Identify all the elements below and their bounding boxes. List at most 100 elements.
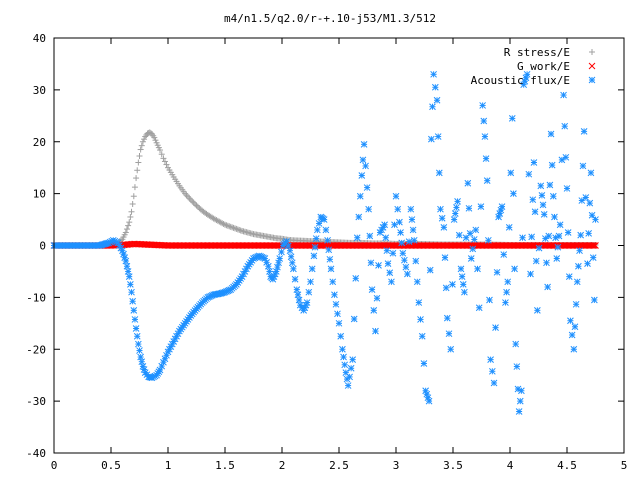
legend-marker xyxy=(589,49,595,55)
y-tick-label: 20 xyxy=(33,136,46,149)
data-point xyxy=(519,234,526,242)
data-point xyxy=(418,332,426,340)
data-point xyxy=(484,236,492,244)
data-point xyxy=(129,297,137,305)
data-point xyxy=(231,225,238,232)
data-point xyxy=(404,270,411,278)
data-point xyxy=(498,203,506,210)
data-point xyxy=(327,265,335,273)
data-point xyxy=(152,137,159,144)
data-point xyxy=(130,193,137,200)
data-point xyxy=(347,364,355,372)
data-point xyxy=(320,216,328,223)
data-point xyxy=(365,205,372,213)
data-point xyxy=(312,235,320,242)
data-point xyxy=(272,268,280,275)
data-point xyxy=(508,115,516,122)
data-point xyxy=(582,194,590,201)
data-point xyxy=(464,179,472,187)
data-point xyxy=(295,296,303,304)
data-point xyxy=(394,205,402,213)
data-point xyxy=(274,263,281,271)
data-point xyxy=(532,257,540,265)
data-point xyxy=(237,227,244,234)
data-point xyxy=(125,273,133,280)
data-point xyxy=(483,177,491,185)
data-point xyxy=(311,243,319,251)
data-point xyxy=(516,397,524,405)
x-tick-label: 0.5 xyxy=(101,459,121,472)
data-point xyxy=(389,249,397,257)
data-point xyxy=(183,192,190,199)
data-point xyxy=(384,260,392,268)
data-point xyxy=(577,231,585,239)
data-point xyxy=(543,259,550,267)
data-point xyxy=(133,332,141,340)
data-point xyxy=(287,253,295,261)
plot-area xyxy=(50,70,599,415)
data-point xyxy=(131,184,138,191)
data-point xyxy=(127,281,134,288)
data-point xyxy=(410,236,418,244)
data-point xyxy=(126,219,133,226)
data-point xyxy=(356,192,364,200)
data-point xyxy=(396,218,403,226)
data-point xyxy=(453,204,460,211)
data-point xyxy=(422,387,429,395)
data-point xyxy=(358,172,366,179)
data-point xyxy=(430,70,437,78)
data-point xyxy=(443,314,451,322)
data-point xyxy=(125,222,132,229)
data-point xyxy=(465,204,473,212)
data-point xyxy=(305,288,313,296)
legend-label: R stress/E xyxy=(504,46,570,59)
data-point xyxy=(122,229,129,236)
data-point xyxy=(227,223,234,230)
data-point xyxy=(186,195,193,202)
data-point xyxy=(561,122,569,130)
data-point xyxy=(437,205,444,213)
data-point xyxy=(288,259,296,267)
data-point xyxy=(339,345,346,353)
data-point xyxy=(540,211,548,218)
data-point xyxy=(568,331,576,339)
data-point xyxy=(477,203,485,210)
data-point xyxy=(222,221,228,228)
data-point xyxy=(535,244,543,252)
data-point xyxy=(294,291,302,299)
data-point xyxy=(135,159,142,166)
data-point xyxy=(493,268,501,276)
data-point xyxy=(513,363,521,370)
data-point xyxy=(420,360,428,367)
data-point xyxy=(564,229,572,236)
data-point xyxy=(303,299,311,306)
data-point xyxy=(291,275,299,283)
data-point xyxy=(475,304,483,312)
data-point xyxy=(134,167,141,174)
data-point xyxy=(586,199,594,207)
data-point xyxy=(315,220,323,227)
y-tick-label: 10 xyxy=(33,188,46,201)
data-point xyxy=(226,223,233,230)
data-point xyxy=(578,197,586,204)
data-point xyxy=(457,265,465,273)
data-point xyxy=(342,369,350,376)
data-point xyxy=(190,199,197,206)
data-point xyxy=(193,202,200,209)
x-tick-label: 3 xyxy=(393,459,400,472)
y-tick-label: -20 xyxy=(26,343,46,356)
data-point xyxy=(224,222,231,229)
data-point xyxy=(337,332,345,340)
data-point xyxy=(525,170,533,178)
data-point xyxy=(573,278,581,286)
data-point xyxy=(487,356,494,363)
data-point xyxy=(467,255,475,262)
data-point xyxy=(572,300,580,308)
data-point xyxy=(431,83,439,91)
x-tick-label: 0 xyxy=(51,459,58,472)
data-point xyxy=(534,306,541,314)
data-point xyxy=(123,226,130,233)
data-point xyxy=(551,213,558,221)
data-point xyxy=(555,232,563,240)
x-tick-label: 4 xyxy=(507,459,514,472)
